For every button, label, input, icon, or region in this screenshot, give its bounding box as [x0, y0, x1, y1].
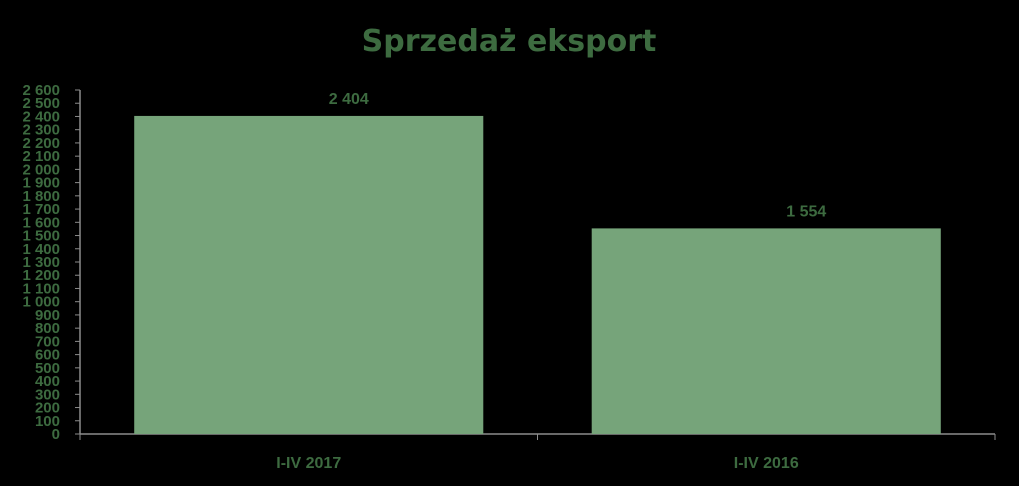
x-tick-label: I-IV 2016	[734, 455, 799, 472]
y-tick-label: 800	[35, 320, 60, 337]
y-tick-label: 1 600	[22, 214, 60, 231]
bars	[134, 115, 941, 434]
y-tick-label: 500	[35, 360, 60, 377]
data-labels: 2 404 1 554	[329, 91, 827, 220]
y-tick-label: 2 300	[22, 122, 60, 139]
y-tick-label: 2 200	[22, 135, 60, 152]
y-tick-label: 1 800	[22, 188, 60, 205]
y-tick-label: 900	[35, 307, 60, 324]
y-tick-label: 2 400	[22, 108, 60, 125]
data-label: 2 404	[329, 91, 369, 108]
y-tick-label: 1 900	[22, 175, 60, 192]
y-tick-label: 0	[52, 426, 60, 443]
y-tick-label: 1 000	[22, 294, 60, 311]
data-label: 1 554	[786, 203, 826, 220]
y-tick-label: 2 100	[22, 148, 60, 165]
y-tick-label: 1 100	[22, 280, 60, 297]
x-tick-label: I-IV 2017	[276, 455, 341, 472]
y-tick-label: 2 600	[22, 82, 60, 99]
chart-title: Sprzedaż eksport	[362, 24, 657, 59]
y-tick-label: 1 200	[22, 267, 60, 284]
y-tick-label: 2 000	[22, 161, 60, 178]
y-tick-label: 1 400	[22, 241, 60, 258]
y-tick-label: 1 300	[22, 254, 60, 271]
y-tick-label: 300	[35, 386, 60, 403]
bar	[591, 228, 941, 434]
y-tick-label: 600	[35, 347, 60, 364]
y-tick-label: 100	[35, 413, 60, 430]
y-tick-label: 1 500	[22, 228, 60, 245]
y-tick-label: 1 700	[22, 201, 60, 218]
y-tick-label: 200	[35, 400, 60, 417]
bar	[134, 115, 484, 434]
y-tick-label: 400	[35, 373, 60, 390]
y-tick-label: 700	[35, 333, 60, 350]
y-tick-label: 2 500	[22, 95, 60, 112]
